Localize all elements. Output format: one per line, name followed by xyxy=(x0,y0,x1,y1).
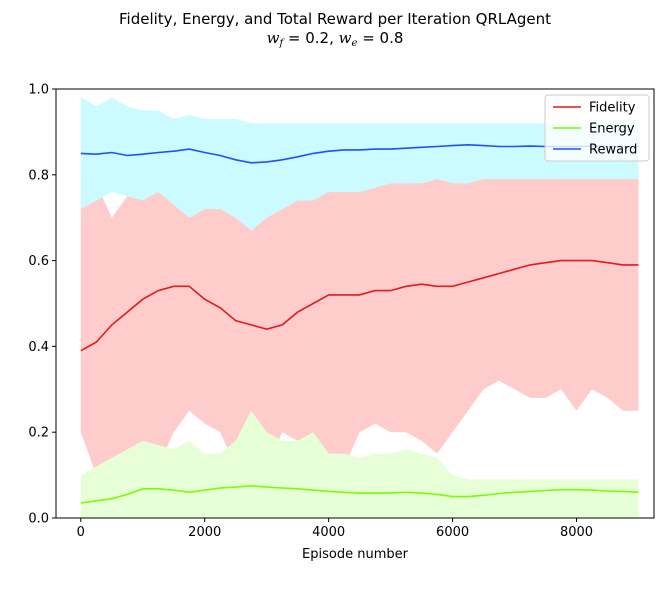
chart-title: Fidelity, Energy, and Total Reward per I… xyxy=(119,10,551,28)
legend-label-reward: Reward xyxy=(589,143,637,158)
x-tick-label: 2000 xyxy=(188,525,221,540)
series-line-energy xyxy=(80,484,639,504)
band-energy xyxy=(80,410,639,518)
y-tick-label: 0.8 xyxy=(28,168,49,183)
chart-subtitle: wf = 0.2, we = 0.8 xyxy=(266,29,404,49)
x-tick-label: 8000 xyxy=(560,525,593,540)
variance-bands xyxy=(80,97,639,518)
legend-box xyxy=(544,94,650,162)
w-f-subscript: f xyxy=(279,38,284,49)
x-axis: 0 2000 4000 6000 8000 xyxy=(77,518,593,540)
y-tick-label: 1.0 xyxy=(28,83,49,98)
x-tick-label: 0 xyxy=(77,525,85,540)
w-e-subscript: e xyxy=(351,38,358,49)
band-fidelity xyxy=(80,166,639,497)
w-f-value: 0.2 xyxy=(305,29,330,47)
x-axis-label: Episode number xyxy=(302,547,409,562)
legend-label-fidelity: Fidelity xyxy=(589,101,636,116)
y-tick-label: 0.2 xyxy=(28,426,49,441)
y-tick-label: 0.4 xyxy=(28,340,49,355)
y-tick-label: 0.0 xyxy=(28,512,49,527)
x-tick-label: 4000 xyxy=(312,525,345,540)
w-e-value: 0.8 xyxy=(379,29,404,47)
w-e-symbol: w xyxy=(338,29,352,47)
x-tick-label: 6000 xyxy=(436,525,469,540)
legend: Fidelity Energy Reward xyxy=(544,94,650,162)
legend-label-energy: Energy xyxy=(589,122,635,137)
plot-frame xyxy=(55,88,655,519)
band-reward xyxy=(80,97,639,231)
y-tick-label: 0.6 xyxy=(28,254,49,269)
series-line-fidelity xyxy=(80,259,639,352)
y-axis: 0.0 0.2 0.4 0.6 0.8 1.0 xyxy=(28,83,56,527)
w-f-symbol: w xyxy=(266,29,280,47)
